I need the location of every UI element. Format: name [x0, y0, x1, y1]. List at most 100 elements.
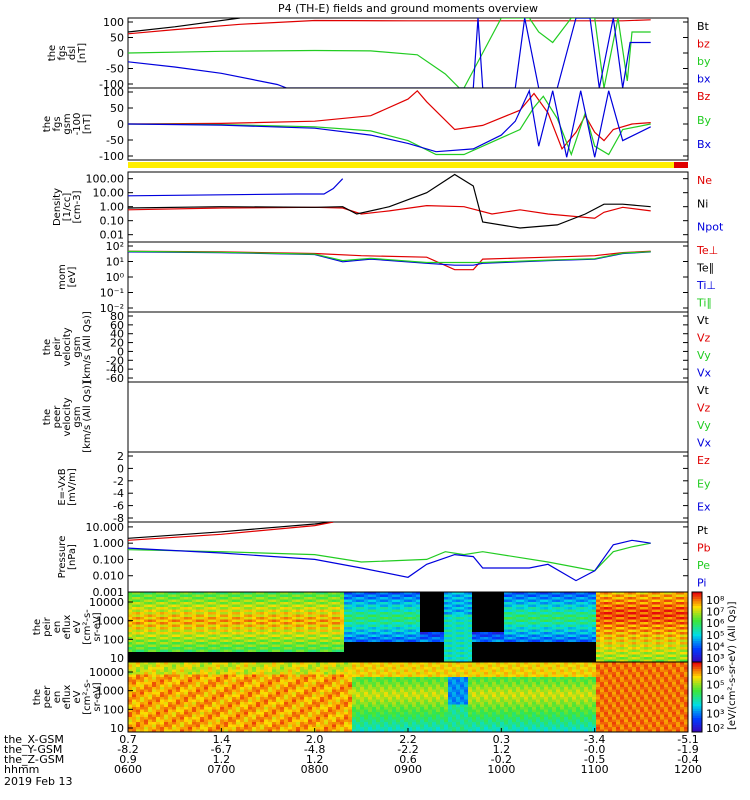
series-bx	[128, 18, 651, 88]
xaxis-value: 1.2	[306, 753, 324, 766]
xaxis-value: 1100	[581, 763, 609, 776]
ytick-label: 100	[103, 86, 124, 99]
legend-Vt: Vt	[697, 314, 710, 327]
ytick-label: 0.01	[100, 229, 125, 242]
ytick-label: 0.100	[93, 553, 125, 566]
ytick-label: 0.001	[93, 586, 125, 599]
legend-Pi: Pi	[697, 577, 706, 590]
legend-Vy: Vy	[697, 349, 711, 362]
legend-Te⊥: Te⊥	[696, 244, 718, 257]
ylabel-velocity_peir: [km/s (All Qs)]	[82, 311, 93, 383]
ylabel-peer_spectrogram: en	[52, 691, 63, 704]
xaxis-value: 1.2	[493, 743, 511, 756]
panel-velocity_peer: the peer velocity gsm [km/s (All Qs)]	[42, 381, 689, 453]
colorbar-tick: 10⁴	[706, 693, 725, 706]
legend-By: By	[697, 114, 712, 127]
ylabel-peir_spectrogram: sr-eV]	[92, 612, 103, 641]
ytick-label: 0.010	[93, 570, 125, 583]
xaxis-value: 0600	[114, 763, 142, 776]
legend-Bx: Bx	[697, 138, 712, 151]
ytick-label: 0.10	[100, 215, 125, 228]
series-Bx	[128, 88, 651, 158]
ytick-label: 100.00	[86, 173, 125, 186]
ylabel-temperature: mom	[57, 264, 68, 290]
ytick-label: 10	[110, 652, 124, 665]
panel-pressure: Pressure [nPa]	[57, 521, 689, 593]
xaxis-value: 0.7	[119, 733, 137, 746]
ylabel-peer_spectrogram: peer	[42, 685, 53, 709]
xaxis-value: 1.4	[213, 733, 231, 746]
colorbar-tick: 10³	[706, 652, 724, 665]
frame-fgs_dsl	[127, 17, 689, 89]
series-Ni	[128, 173, 651, 229]
xaxis-row-label: the_X-GSM	[4, 733, 64, 746]
ylabel-density: [1/cc]	[62, 193, 73, 222]
xaxis-value: 1.2	[213, 753, 231, 766]
ytick-label: 10000	[89, 596, 124, 609]
legend-Ey: Ey	[697, 477, 711, 490]
ylabel-fgs_dsl: [nT]	[77, 43, 88, 63]
ytick-label: 1.00	[100, 201, 125, 214]
panel-fgs_dsl: the fgs dsl [nT]	[47, 17, 689, 89]
ytick-label: -20	[106, 354, 124, 367]
ylabel-velocity_peer: gsm	[72, 406, 83, 427]
xaxis-value: -4.8	[304, 743, 325, 756]
ytick-label: 40	[110, 328, 124, 341]
ytick-label: 10⁰	[106, 271, 125, 284]
ytick-label: 0	[117, 47, 124, 60]
ylabel-peir_spectrogram: the	[32, 619, 43, 635]
xaxis-row-label: hhmm	[4, 763, 39, 776]
xaxis-value: -0.2	[491, 753, 512, 766]
xaxis-value: -0.0	[584, 743, 605, 756]
ytick-label: 10⁻²	[100, 302, 124, 315]
legend-Pb: Pb	[697, 542, 711, 555]
legend-by: by	[697, 55, 711, 68]
panel-temperature: mom [eV]	[57, 241, 689, 313]
ytick-label: -8	[113, 512, 124, 525]
xaxis-value: 1000	[487, 763, 515, 776]
ylabel-peer_spectrogram: sr-eV]	[92, 682, 103, 711]
colorbar-label: [eV/(cm²-s-sr-eV) (All Qs)]	[727, 601, 738, 730]
frame-temperature	[127, 241, 689, 313]
ytick-label: 100	[103, 633, 124, 646]
xaxis-value: -1.9	[677, 743, 698, 756]
legend-Bt: Bt	[697, 20, 710, 33]
ylabel-fgs_gsm: the	[42, 116, 53, 132]
xaxis-value: 0.6	[399, 753, 417, 766]
panel-peir_spectrogram: the peir en eflux eV [cm²-s-sr-eV]	[32, 591, 703, 663]
colorbar-tick: 10⁵	[706, 629, 724, 642]
ylabel-pressure: Pressure	[57, 536, 68, 579]
ylabel-density: [cm-3]	[72, 190, 83, 223]
ytick-label: 1000	[96, 685, 124, 698]
legend-Npot: Npot	[697, 221, 724, 234]
colorbar-tick: 10²	[706, 722, 724, 735]
xaxis-value: -0.4	[677, 753, 698, 766]
legend-Ez: Ez	[697, 454, 710, 467]
colorbar	[692, 662, 702, 733]
xaxis-value: 2.2	[399, 733, 417, 746]
ylabel-velocity_peer: peer	[52, 405, 63, 429]
xaxis-value: -2.2	[397, 743, 418, 756]
series-by	[128, 18, 651, 88]
ytick-label: 100	[103, 703, 124, 716]
ylabel-peer_spectrogram: the	[32, 689, 43, 705]
ytick-label: 80	[110, 310, 124, 323]
legend-Ni: Ni	[697, 197, 708, 210]
legend-Ti⊥: Ti⊥	[696, 279, 716, 292]
ylabel-peer_spectrogram: [cm²-s-	[82, 679, 93, 715]
ytick-label: 100	[103, 16, 124, 29]
ytick-label: 50	[110, 32, 124, 45]
legend-Vz: Vz	[697, 332, 711, 345]
series-Ti∥	[128, 250, 651, 264]
legend-Vz: Vz	[697, 402, 711, 415]
ylabel-fgs_dsl: dsl	[67, 46, 78, 60]
xaxis-value: 0.9	[119, 753, 137, 766]
legend-bz: bz	[697, 38, 710, 51]
colorbar-frame	[691, 661, 703, 733]
ylabel-peir_spectrogram: en	[52, 621, 63, 634]
series-Npot	[128, 178, 344, 197]
series-Bt	[128, 18, 241, 33]
xaxis-value: 2.0	[306, 733, 324, 746]
ytick-label: -60	[106, 372, 124, 385]
